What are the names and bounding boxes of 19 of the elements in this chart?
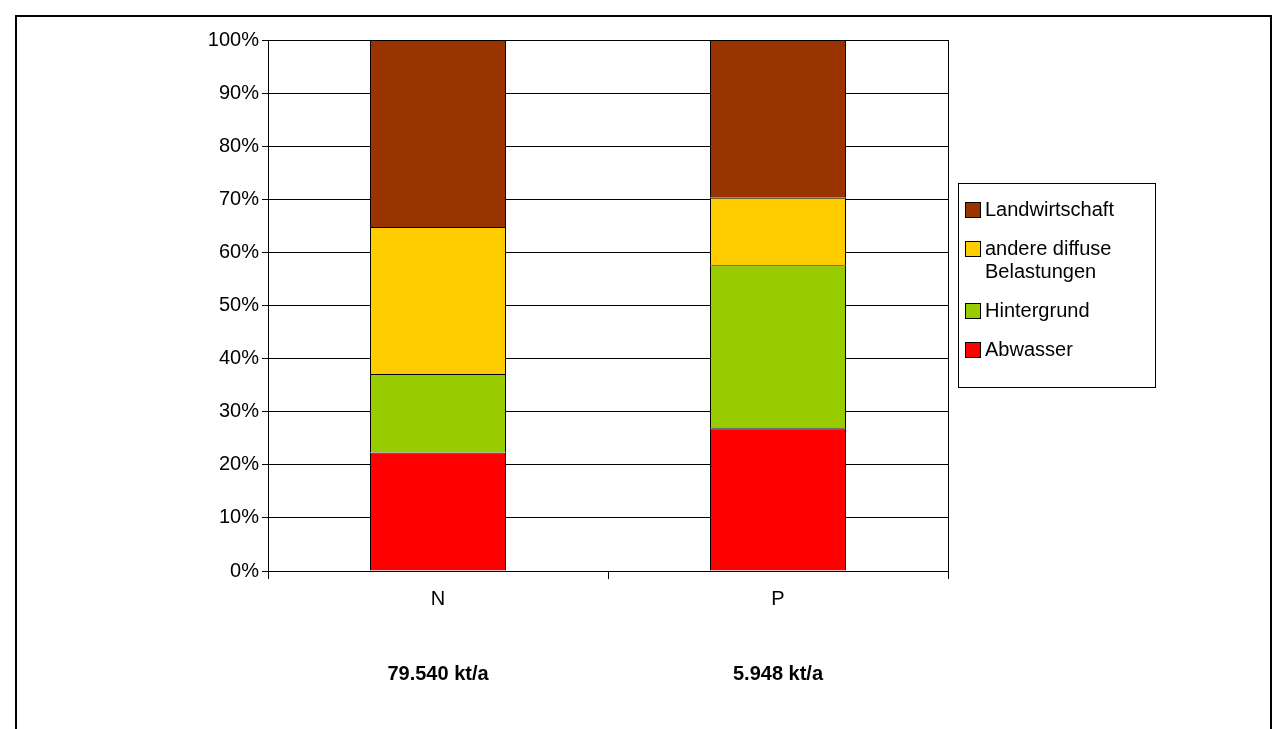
text: 79.540 kt/a <box>387 661 490 684</box>
y-tick-label: 60% <box>218 239 260 262</box>
x-tick-label: P <box>771 586 785 609</box>
y-tick-label: 40% <box>218 346 260 369</box>
y-tick-label: 30% <box>218 399 260 422</box>
y-tick-label: 20% <box>218 452 260 475</box>
legend-label: Abwasser <box>985 338 1073 361</box>
legend-label: andere diffuse Belastungen <box>985 237 1113 283</box>
y-tick-label: 90% <box>218 80 260 103</box>
y-tick-label: 50% <box>218 293 260 316</box>
y-tick-label: 100% <box>207 27 260 50</box>
legend-label: Hintergrund <box>985 299 1090 322</box>
y-tick-label: 70% <box>218 186 260 209</box>
y-tick-label: 0% <box>230 558 260 581</box>
legend-label: Landwirtschaft <box>985 198 1114 221</box>
y-tick-label: 80% <box>218 133 260 156</box>
text: 5.948 kt/a <box>732 661 824 684</box>
y-tick-label: 10% <box>218 505 260 528</box>
x-tick-label: N <box>430 586 446 609</box>
